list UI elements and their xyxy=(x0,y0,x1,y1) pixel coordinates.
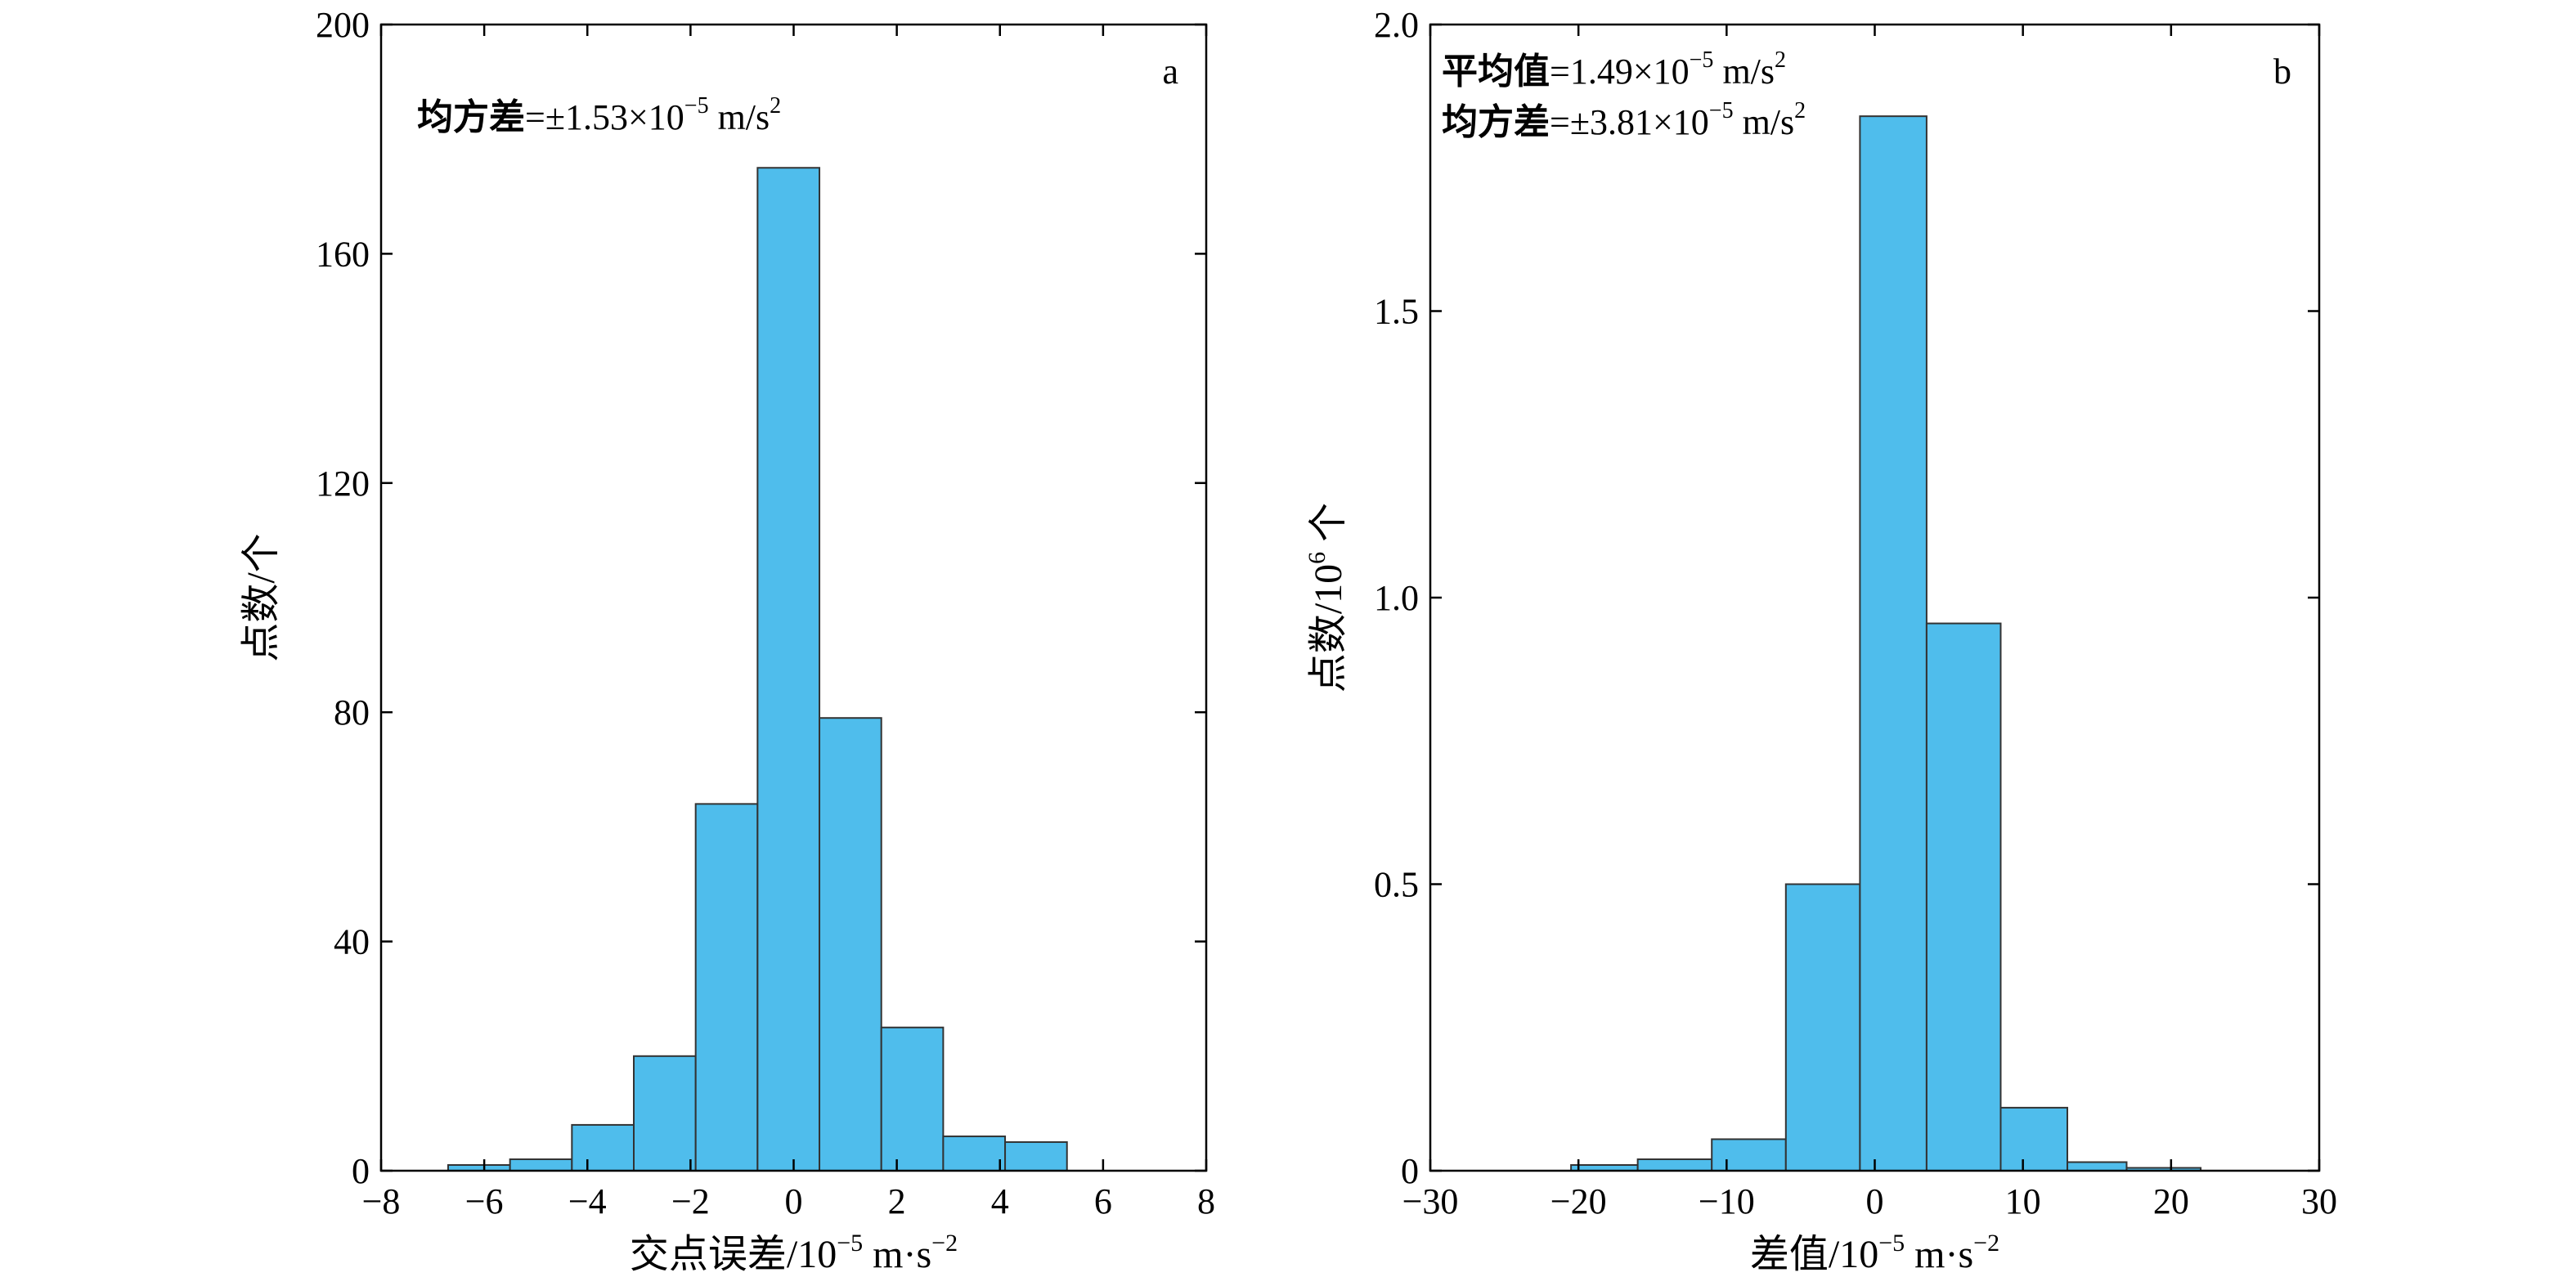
b-histogram-bar-4 xyxy=(1784,883,1861,1172)
b-histogram-bar-3 xyxy=(1711,1138,1787,1172)
a-y-axis-title: 点数/个 xyxy=(240,533,283,661)
a-x-tick-label: −8 xyxy=(362,1181,401,1221)
a-histogram-bar-6 xyxy=(756,167,821,1172)
a-histogram-bar-2 xyxy=(509,1158,573,1172)
a-y-tick-label: 120 xyxy=(316,464,370,504)
b-histogram-bar-8 xyxy=(2067,1161,2128,1172)
b-histogram-bar-6 xyxy=(1925,622,2002,1172)
a-histogram-bar-7 xyxy=(819,717,882,1172)
a-stat-annotation-1: 均方差=±1.53×10−5 m/s2 xyxy=(417,93,781,137)
a-x-axis-title: 交点误差/10−5 m·s−2 xyxy=(630,1230,958,1276)
a-x-tick-label: 4 xyxy=(991,1181,1009,1221)
a-y-tick-label: 200 xyxy=(316,5,370,45)
a-histogram-bar-9 xyxy=(942,1135,1007,1172)
a-y-tick-label: 0 xyxy=(352,1151,370,1191)
b-x-tick-label: −30 xyxy=(1402,1181,1459,1221)
b-y-tick-label: 1.5 xyxy=(1374,292,1419,332)
b-x-tick-label: 20 xyxy=(2153,1181,2189,1221)
a-x-tick-label: −6 xyxy=(465,1181,504,1221)
b-histogram-bar-7 xyxy=(1999,1106,2069,1172)
a-y-tick-label: 40 xyxy=(334,922,370,962)
b-y-axis-title: 点数/106 个 xyxy=(1304,503,1350,692)
a-histogram-bar-3 xyxy=(571,1123,635,1172)
a-x-tick-label: 6 xyxy=(1094,1181,1112,1221)
a-histogram-bar-5 xyxy=(694,803,759,1172)
b-histogram-bar-2 xyxy=(1636,1158,1713,1172)
b-stat-annotation-1: 平均值=1.49×10−5 m/s2 xyxy=(1442,47,1786,92)
panel-b-histogram: −30 −20 −10 0 10 20 30 0 0.5 1.0 1.5 2.0 差值/10−5 m·s… xyxy=(1304,5,2337,1276)
a-x-tick-label: 0 xyxy=(785,1181,803,1221)
a-histogram-bar-10 xyxy=(1004,1140,1068,1172)
a-x-tick-label: 2 xyxy=(888,1181,906,1221)
a-x-tick-label: −4 xyxy=(568,1181,607,1221)
b-y-tick-label: 2.0 xyxy=(1374,5,1419,45)
b-y-tick-label: 1.0 xyxy=(1374,578,1419,618)
b-x-axis-title: 差值/10−5 m·s−2 xyxy=(1750,1230,1999,1276)
a-histogram-bar-4 xyxy=(633,1055,697,1172)
a-y-tick-label: 80 xyxy=(334,692,370,733)
b-y-tick-label: 0 xyxy=(1401,1151,1419,1191)
b-y-tick-label: 0.5 xyxy=(1374,865,1419,905)
b-panel-label: b xyxy=(2273,52,2291,92)
b-x-tick-label: −10 xyxy=(1699,1181,1755,1221)
a-histogram-bar-8 xyxy=(880,1026,945,1172)
a-panel-label: a xyxy=(1162,52,1178,92)
b-x-tick-label: 0 xyxy=(1866,1181,1884,1221)
b-stat-annotation-2: 均方差=±3.81×10−5 m/s2 xyxy=(1442,98,1806,142)
a-x-tick-label: −2 xyxy=(671,1181,710,1221)
b-x-tick-label: 10 xyxy=(2005,1181,2041,1221)
a-y-tick-label: 160 xyxy=(316,234,370,274)
b-histogram-bar-5 xyxy=(1859,115,1928,1172)
b-x-tick-label: −20 xyxy=(1551,1181,1607,1221)
a-x-tick-label: 8 xyxy=(1197,1181,1215,1221)
b-x-tick-label: 30 xyxy=(2301,1181,2337,1221)
